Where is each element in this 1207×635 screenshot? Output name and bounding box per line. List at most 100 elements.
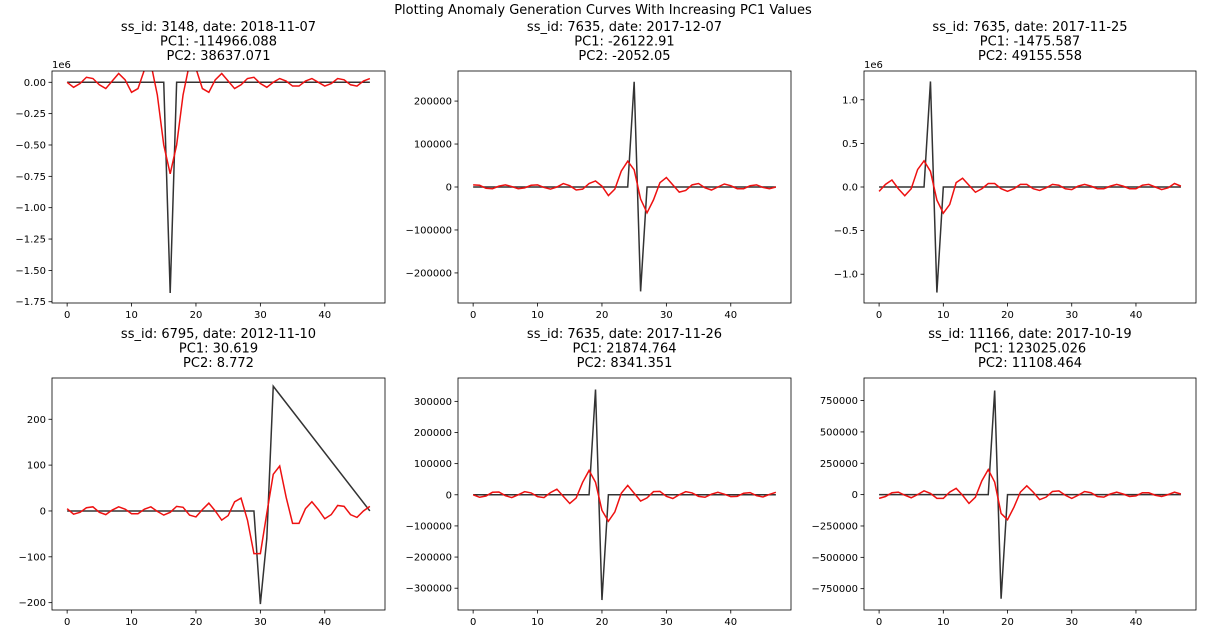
x-tick-label: 40 — [1130, 310, 1143, 321]
plot-area — [878, 390, 1182, 599]
x-tick-label: 30 — [660, 617, 673, 628]
spike-series-line — [67, 384, 371, 605]
subplot-title-line: PC1: 21874.764 — [573, 342, 677, 357]
subplot-title-line: PC1: 123025.026 — [974, 342, 1086, 357]
y-tick-label: 0 — [852, 490, 858, 501]
subplot-title-line: PC2: 38637.071 — [167, 49, 271, 64]
x-tick-label: 0 — [470, 617, 476, 628]
y-tick-label: −500000 — [811, 553, 858, 564]
x-tick-label: 30 — [254, 310, 267, 321]
x-tick-label: 40 — [724, 310, 737, 321]
y-tick-label: 0.5 — [842, 139, 858, 150]
y-tick-label: −250000 — [811, 521, 858, 532]
y-tick-label: 0.0 — [842, 183, 858, 194]
y-tick-label: 0.00 — [24, 78, 46, 89]
x-tick-label: 20 — [190, 617, 203, 628]
y-tick-label: −0.25 — [15, 109, 46, 120]
x-tick-label: 20 — [1001, 617, 1014, 628]
curve-series-line — [878, 467, 1182, 521]
y-tick-label: −200000 — [405, 553, 452, 564]
subplot-title-line: PC2: 49155.558 — [978, 49, 1082, 64]
y-tick-label: 200000 — [414, 428, 452, 439]
y-tick-label: −300000 — [405, 584, 452, 595]
axes-frame — [457, 377, 792, 611]
y-tick-label: 100000 — [414, 459, 452, 470]
x-tick-label: 40 — [724, 617, 737, 628]
x-tick-label: 10 — [531, 617, 544, 628]
x-tick-label: 40 — [318, 310, 331, 321]
subplot-title-line: PC1: -26122.91 — [574, 35, 674, 50]
spike-series-line — [879, 390, 1181, 599]
x-tick-label: 0 — [64, 310, 70, 321]
plot-area — [472, 389, 777, 601]
plot-area — [473, 81, 777, 292]
y-tick-label: −750000 — [811, 584, 858, 595]
spike-series-line — [473, 81, 776, 292]
y-tick-label: −1.25 — [15, 235, 46, 246]
y-tick-label: −0.50 — [15, 140, 46, 151]
y-tick-label: 200000 — [414, 97, 452, 108]
x-tick-label: 30 — [1065, 310, 1078, 321]
y-tick-label: 0 — [446, 183, 452, 194]
x-tick-label: 20 — [596, 310, 609, 321]
x-tick-label: 0 — [876, 617, 882, 628]
curve-series-line — [472, 468, 777, 523]
x-tick-label: 40 — [318, 617, 331, 628]
y-tick-label: 0 — [446, 490, 452, 501]
x-tick-label: 10 — [937, 310, 950, 321]
x-tick-label: 10 — [125, 617, 138, 628]
subplot-title-line: PC2: 8.772 — [183, 356, 254, 371]
x-tick-label: 0 — [470, 310, 476, 321]
figure-suptitle: Plotting Anomaly Generation Curves With … — [394, 3, 812, 18]
y-tick-label: −1.50 — [15, 266, 46, 277]
x-tick-label: 40 — [1130, 617, 1143, 628]
y-tick-label: 200 — [27, 415, 46, 426]
subplot-title-line: PC1: 30.619 — [179, 342, 258, 357]
x-tick-label: 10 — [531, 310, 544, 321]
subplot-title-line: PC1: -114966.088 — [160, 35, 277, 50]
x-tick-label: 30 — [254, 617, 267, 628]
subplot-title-line: PC2: 8341.351 — [577, 356, 673, 371]
y-tick-label: 750000 — [820, 396, 858, 407]
subplot-title-line: ss_id: 6795, date: 2012-11-10 — [121, 327, 316, 342]
x-tick-label: 0 — [64, 617, 70, 628]
y-tick-label: −1.00 — [15, 203, 46, 214]
y-axis-offset-label: 1e6 — [52, 60, 71, 71]
curve-series-line — [473, 159, 777, 215]
y-tick-label: −100000 — [405, 225, 452, 236]
spike-series-line — [67, 81, 370, 293]
x-tick-label: 30 — [1065, 617, 1078, 628]
y-tick-label: −100000 — [405, 521, 452, 532]
x-tick-label: 10 — [125, 310, 138, 321]
y-tick-label: 100000 — [414, 140, 452, 151]
curve-series-line — [878, 159, 1182, 215]
plot-area — [66, 384, 371, 605]
subplot-title-line: PC2: -2052.05 — [578, 49, 670, 64]
subplot-title-line: ss_id: 7635, date: 2017-11-25 — [932, 20, 1127, 35]
y-tick-label: −0.75 — [15, 172, 46, 183]
subplot-title-line: ss_id: 3148, date: 2018-11-07 — [121, 20, 316, 35]
plot-area — [878, 81, 1182, 293]
subplot-title-line: ss_id: 11166, date: 2017-10-19 — [928, 327, 1131, 342]
y-tick-label: −1.75 — [15, 297, 46, 308]
x-tick-label: 20 — [190, 310, 203, 321]
y-tick-label: −0.5 — [834, 226, 858, 237]
x-tick-label: 0 — [876, 310, 882, 321]
subplot-title-line: ss_id: 7635, date: 2017-11-26 — [527, 327, 722, 342]
y-tick-label: 1.0 — [842, 95, 858, 106]
y-tick-label: −200000 — [405, 268, 452, 279]
y-tick-label: 250000 — [820, 459, 858, 470]
axes-frame — [863, 377, 1197, 611]
curve-series-line — [66, 71, 371, 174]
x-tick-label: 30 — [660, 310, 673, 321]
x-tick-label: 20 — [596, 617, 609, 628]
x-tick-label: 10 — [937, 617, 950, 628]
y-tick-label: 500000 — [820, 427, 858, 438]
